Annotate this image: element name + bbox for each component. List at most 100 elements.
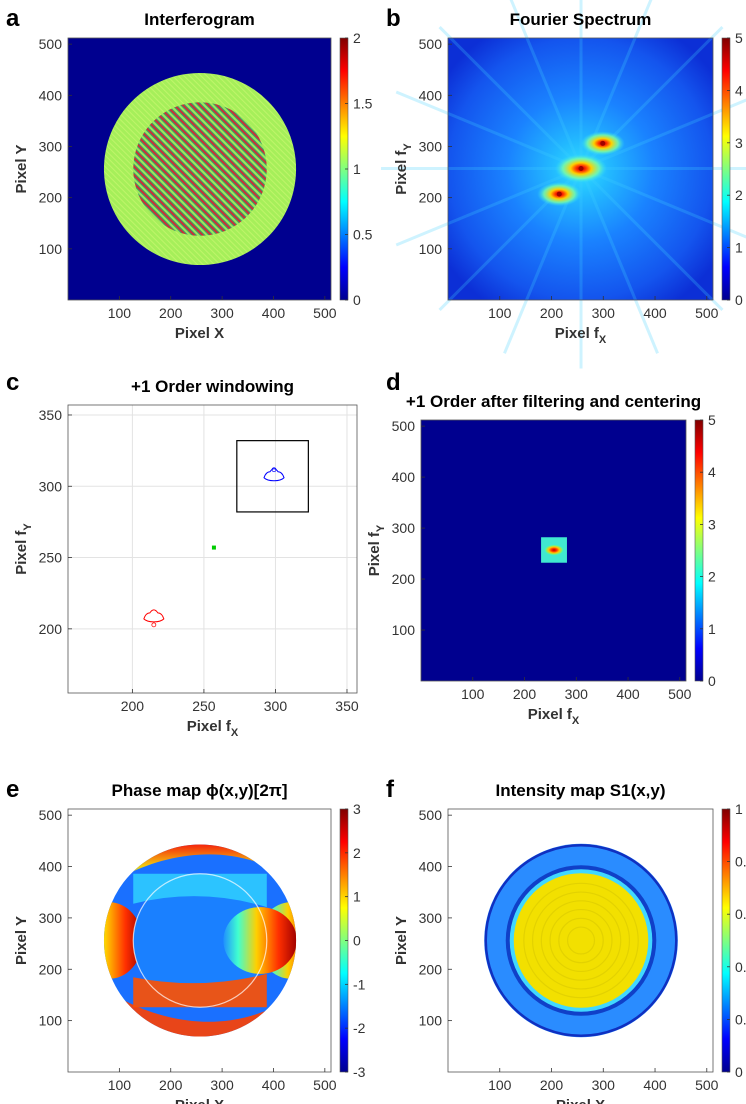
colorbar-tick-label: 2 — [708, 569, 716, 585]
y-axis-label-subscript: Y — [375, 524, 387, 532]
x-tick-label: 500 — [313, 1077, 337, 1093]
x-tick-label: 200 — [540, 305, 564, 321]
intensity-ripple — [549, 908, 613, 973]
y-axis-label: Pixel fY — [366, 524, 387, 576]
colorbar-tick-label: 0 — [708, 673, 716, 689]
y-tick-label: 100 — [419, 241, 443, 257]
colorbar-tick-label: 0. — [735, 906, 746, 922]
colorbar-tick-label: 2 — [353, 845, 361, 861]
panel-title: Intensity map S1(x,y) — [495, 781, 665, 800]
y-tick-label: 500 — [39, 807, 63, 823]
phase-inner-lobe — [223, 907, 297, 974]
y-tick-label: 200 — [419, 190, 443, 206]
y-axis-label-text: Pixel f — [393, 150, 410, 195]
x-tick-label: 300 — [210, 305, 234, 321]
colorbar-tick-label: 2 — [353, 30, 361, 46]
panel-letter: e — [6, 776, 19, 803]
x-axis-label-text: Pixel X — [556, 1097, 605, 1104]
intensity-ripple — [531, 891, 631, 990]
y-axis-label-text: Pixel Y — [393, 916, 410, 965]
panel-letter: b — [386, 5, 401, 32]
colorbar-tick-label: 0. — [735, 959, 746, 975]
colorbar-tick-label: 1.5 — [353, 96, 373, 112]
x-tick-label: 200 — [159, 1077, 183, 1093]
y-tick-label: 350 — [39, 407, 63, 423]
x-axis-label: Pixel fX — [555, 325, 607, 346]
x-tick-label: 100 — [108, 1077, 132, 1093]
centered-peak — [545, 544, 564, 555]
x-tick-label: 200 — [513, 686, 537, 702]
spectrum-streak — [395, 167, 582, 247]
minus-one-order-contour — [143, 609, 165, 623]
y-axis-label: Pixel Y — [13, 145, 30, 194]
panel-title: +1 Order windowing — [131, 377, 294, 396]
x-tick-label: 500 — [313, 305, 337, 321]
x-tick-label: 400 — [643, 1077, 667, 1093]
colorbar-tick-label: 3 — [353, 801, 361, 817]
y-tick-label: 100 — [392, 622, 416, 638]
spectrum-peak-core — [556, 191, 562, 197]
x-tick-label: 400 — [616, 686, 640, 702]
intensity-ripple — [566, 926, 596, 955]
axes-box — [67, 37, 332, 301]
panel-letter: d — [386, 369, 401, 396]
colorbar — [694, 419, 704, 682]
y-axis-label: Pixel Y — [13, 916, 30, 965]
x-tick-label: 100 — [488, 1077, 512, 1093]
phase-lobe-left — [103, 902, 143, 979]
colorbar-tick-label: -3 — [353, 1064, 366, 1080]
axes-box — [420, 419, 687, 682]
panel-title: +1 Order after filtering and centering — [406, 392, 701, 411]
window-box — [236, 440, 309, 513]
colorbar-tick-label: -1 — [353, 976, 366, 992]
panel-letter: f — [386, 776, 395, 803]
y-tick-label: 100 — [419, 1013, 443, 1029]
x-tick-label: 300 — [264, 698, 288, 714]
colorbar-tick-label: 0 — [735, 292, 743, 308]
panel-title: Fourier Spectrum — [510, 10, 652, 29]
y-tick-label: 500 — [392, 418, 416, 434]
spectrum-peak-core — [600, 140, 606, 146]
x-tick-label: 300 — [565, 686, 589, 702]
x-axis-label: Pixel X — [175, 1097, 224, 1104]
spectrum-streak — [580, 98, 746, 170]
y-tick-label: 300 — [39, 138, 63, 154]
x-tick-label: 500 — [695, 305, 719, 321]
colorbar-tick-label: 0. — [735, 854, 746, 870]
y-tick-label: 400 — [419, 859, 443, 875]
x-tick-label: 100 — [488, 305, 512, 321]
x-tick-label: 300 — [592, 1077, 616, 1093]
x-axis-label-text: Pixel X — [175, 325, 224, 342]
y-tick-label: 300 — [392, 520, 416, 536]
x-axis-label: Pixel X — [556, 1097, 605, 1104]
colorbar-tick-label: 3 — [708, 516, 716, 532]
axes-box — [67, 404, 358, 694]
plus-one-order-contour — [263, 468, 285, 482]
colorbar-tick-label: 1 — [735, 801, 743, 817]
colorbar — [721, 808, 731, 1073]
colorbar-tick-label: 0 — [353, 292, 361, 308]
x-tick-label: 500 — [695, 1077, 719, 1093]
colorbar-tick-label: 0 — [353, 933, 361, 949]
x-axis-label-subscript: X — [599, 334, 607, 346]
x-tick-label: 400 — [262, 305, 286, 321]
x-tick-label: 250 — [192, 698, 216, 714]
colorbar-tick-label: -2 — [353, 1020, 366, 1036]
y-axis-label-text: Pixel Y — [13, 916, 30, 965]
phase-inner-disk — [133, 873, 267, 1008]
zero-order-point — [211, 545, 216, 550]
axes-box — [447, 37, 714, 301]
intensity-ripple — [540, 900, 622, 981]
axes-box — [67, 808, 332, 1073]
y-tick-label: 200 — [39, 621, 63, 637]
x-tick-label: 350 — [335, 698, 359, 714]
x-tick-label: 300 — [210, 1077, 234, 1093]
x-tick-label: 200 — [121, 698, 145, 714]
y-tick-label: 500 — [39, 36, 63, 52]
x-axis-label: Pixel fX — [528, 706, 580, 727]
y-tick-label: 400 — [39, 859, 63, 875]
y-axis-label: Pixel fY — [13, 523, 34, 575]
x-axis-label-text: Pixel f — [555, 325, 600, 342]
